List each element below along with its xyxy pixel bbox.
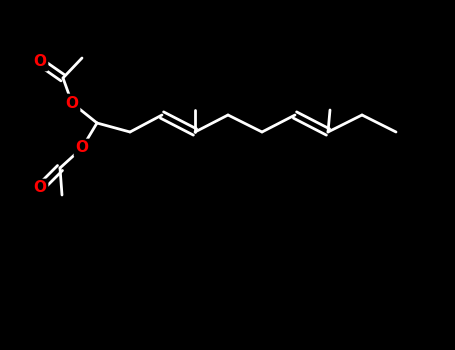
Text: O: O bbox=[76, 140, 89, 155]
Text: O: O bbox=[66, 96, 79, 111]
Text: O: O bbox=[34, 55, 46, 70]
Text: O: O bbox=[34, 181, 46, 196]
